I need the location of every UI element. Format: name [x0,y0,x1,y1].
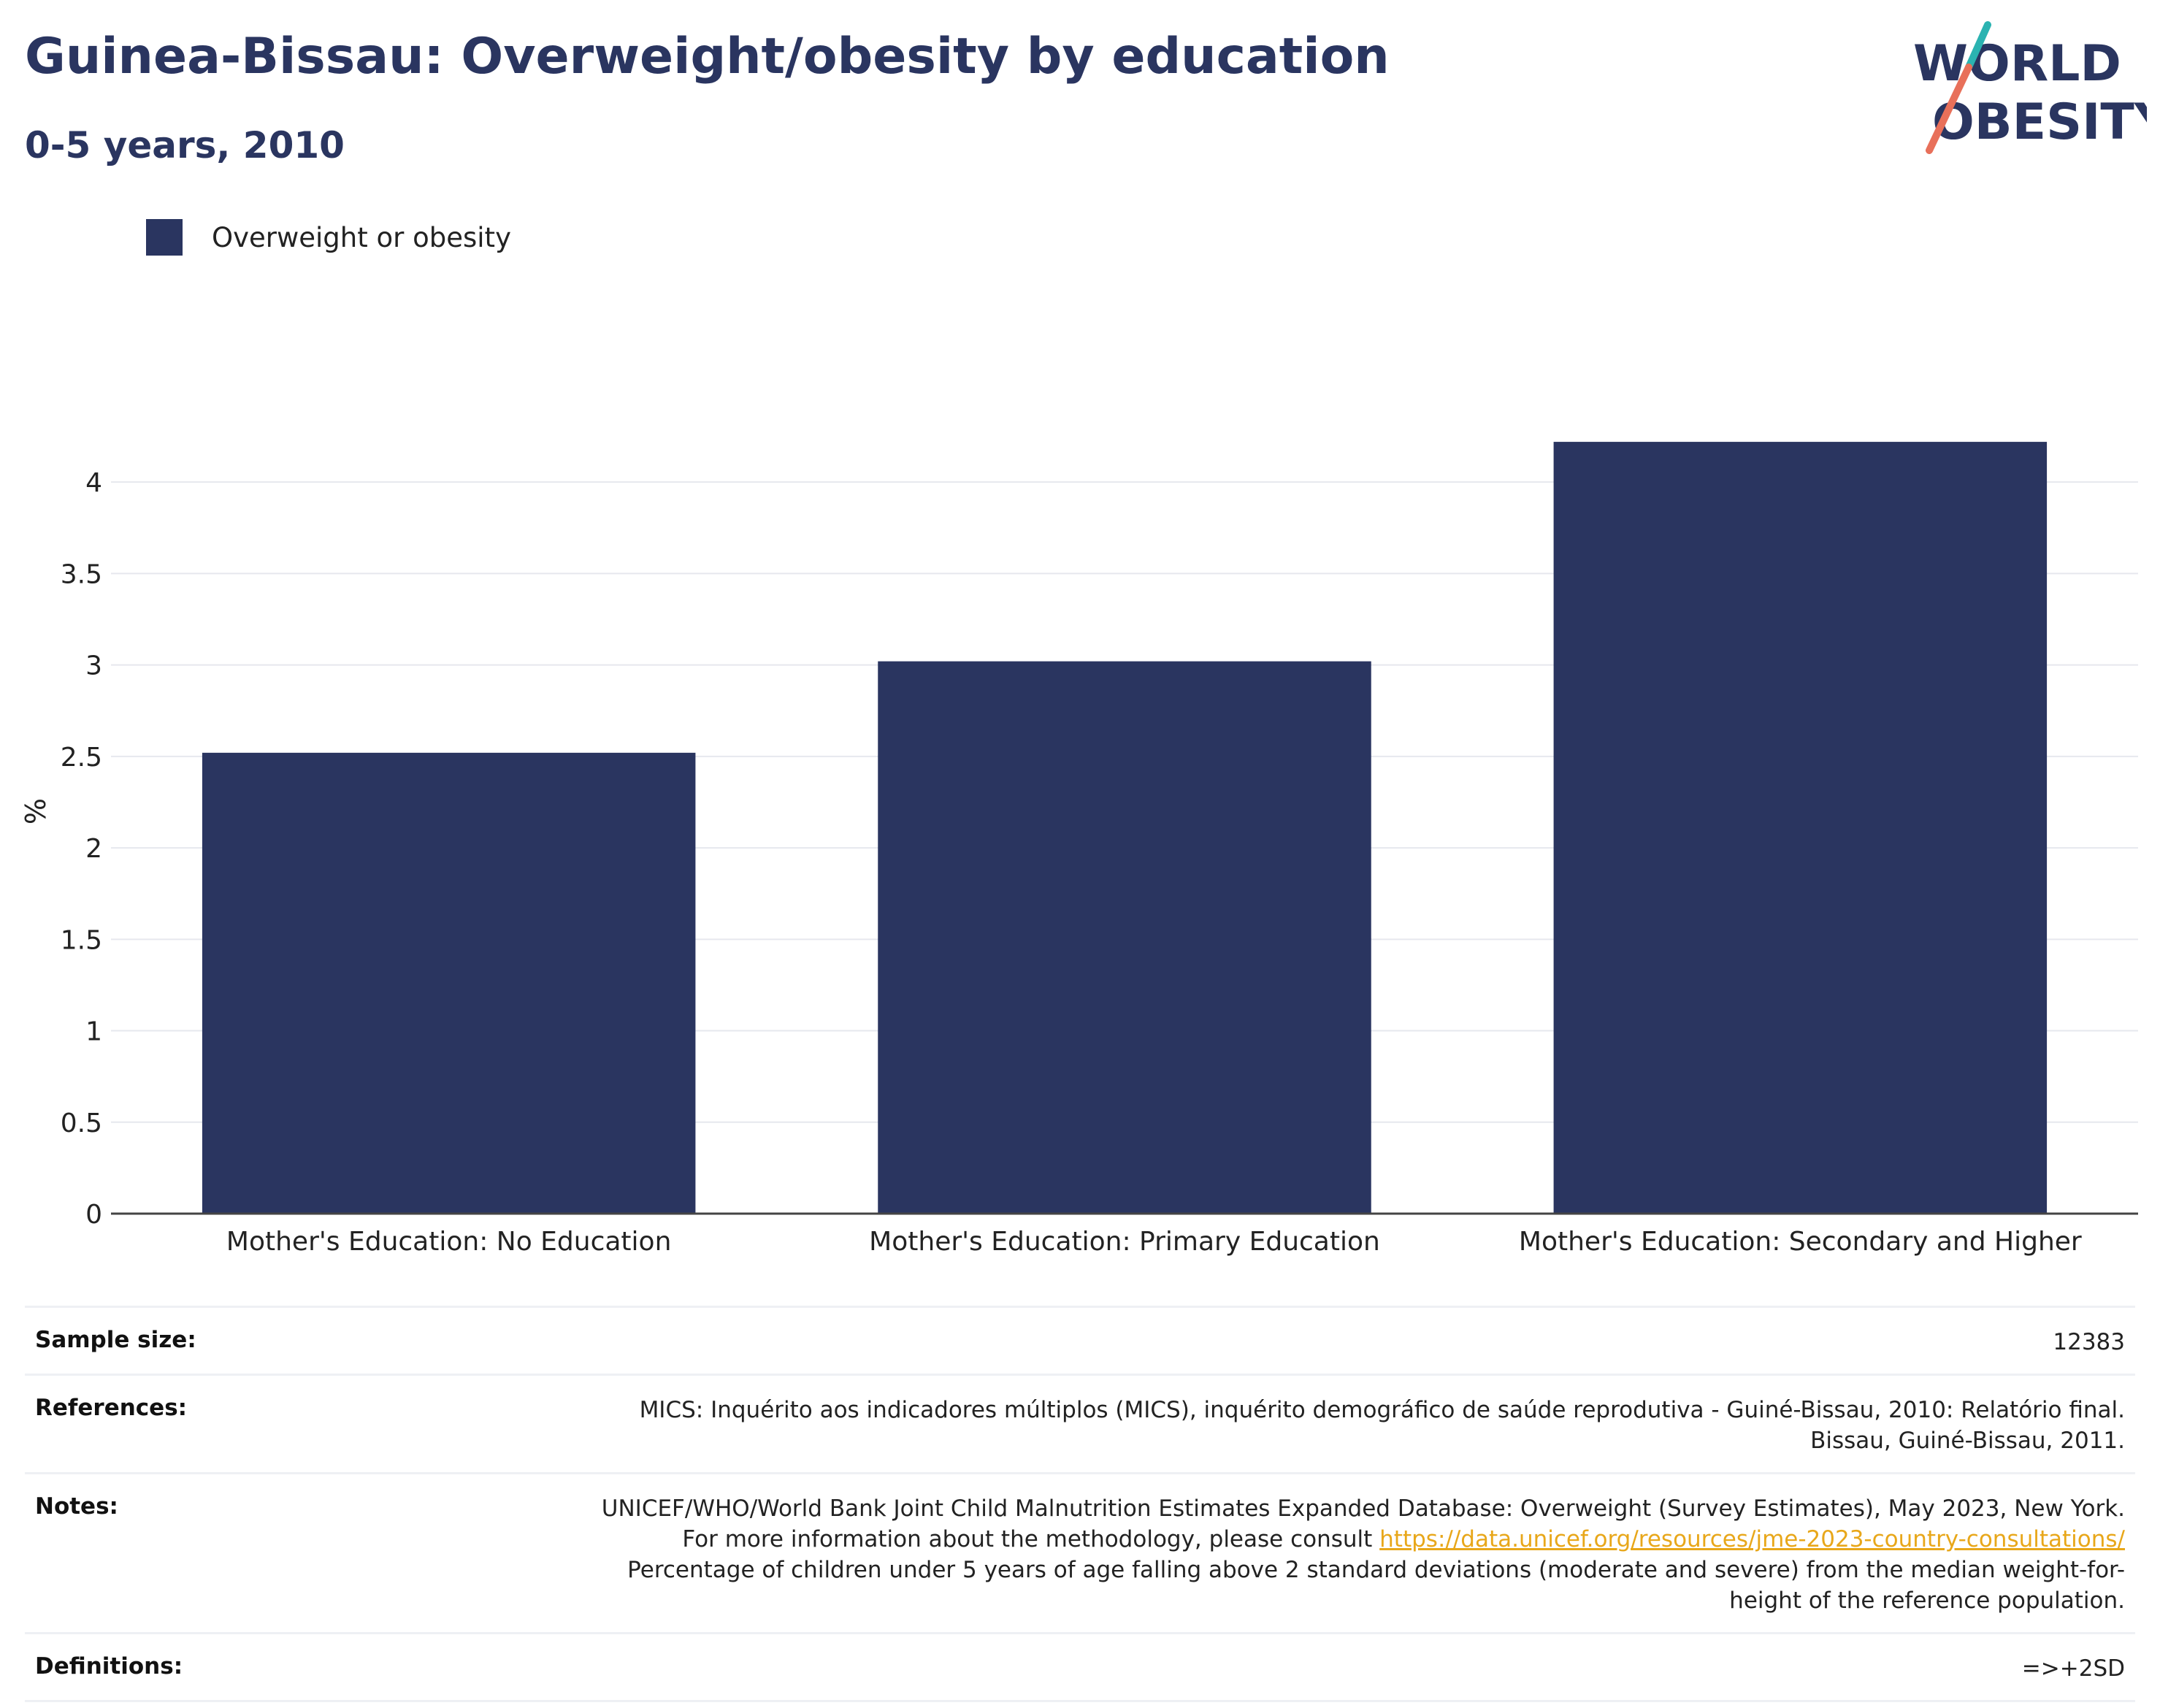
notes-text-1: UNICEF/WHO/World Bank Joint Child Malnut… [601,1496,2125,1552]
sample-size-label: Sample size: [35,1327,196,1353]
logo-slash-bottom [1926,64,1972,154]
x-tick-label: Mother's Education: No Education [226,1227,672,1257]
definitions-label: Definitions: [35,1653,183,1680]
bar [1553,442,2048,1214]
axis-layer: 0 0.5 1 1.5 2 2.5 3 3.5 4 Mother's Education: No … [20,468,2138,1257]
references-value: MICS: Inquérito aos indicadores múltiplo… [639,1397,2125,1454]
y-tick-label: 1 [85,1017,102,1047]
references-label: References: [35,1395,188,1421]
notes-text-2: Percentage of children under 5 years of … [627,1557,2125,1614]
sample-size-value: 12383 [2053,1329,2125,1355]
legend-label: Overweight or obesity [212,221,511,253]
y-tick-label: 2 [85,834,102,864]
x-tick-label: Mother's Education: Primary Education [869,1227,1380,1257]
y-axis-title: % [20,798,52,824]
y-tick-label: 3.5 [61,559,102,589]
y-tick-label: 2.5 [61,743,102,773]
definitions-row: Definitions: =>+2SD [25,1632,2135,1702]
logo-line-2: OBESITY [1932,93,2147,151]
y-tick-label: 4 [85,468,102,498]
bar-chart: 0 0.5 1 1.5 2 2.5 3 3.5 4 Mother's Education: No … [20,442,2138,1257]
metadata-table: Sample size: 12383 References: MICS: Inq… [25,1306,2135,1702]
definitions-value: =>+2SD [2021,1655,2125,1682]
notes-link[interactable]: https://data.unicef.org/resources/jme-20… [1379,1526,2125,1552]
sample-size-row: Sample size: 12383 [25,1306,2135,1374]
bar [202,752,696,1214]
bar [878,661,1371,1214]
notes-label: Notes: [35,1493,118,1520]
y-tick-label: 3 [85,651,102,681]
logo-slash-top [1965,21,1991,71]
y-tick-label: 1.5 [61,925,102,955]
chart-title: Guinea-Bissau: Overweight/obesity by edu… [25,28,1390,85]
x-tick-label: Mother's Education: Secondary and Higher [1519,1227,2082,1257]
notes-value: UNICEF/WHO/World Bank Joint Child Malnut… [599,1493,2125,1616]
y-tick-label: 0.5 [61,1108,102,1138]
notes-row: Notes: UNICEF/WHO/World Bank Joint Child… [25,1472,2135,1632]
legend: Overweight or obesity [146,216,511,259]
chart-subtitle: 0-5 years, 2010 [25,124,345,166]
bar-layer [202,442,2048,1214]
references-row: References: MICS: Inquérito aos indicado… [25,1374,2135,1472]
logo-line-1: WORLD [1913,35,2121,93]
y-tick-label: 0 [85,1200,102,1230]
world-obesity-logo: WORLD OBESITY [1913,21,2147,154]
legend-swatch [146,219,183,256]
